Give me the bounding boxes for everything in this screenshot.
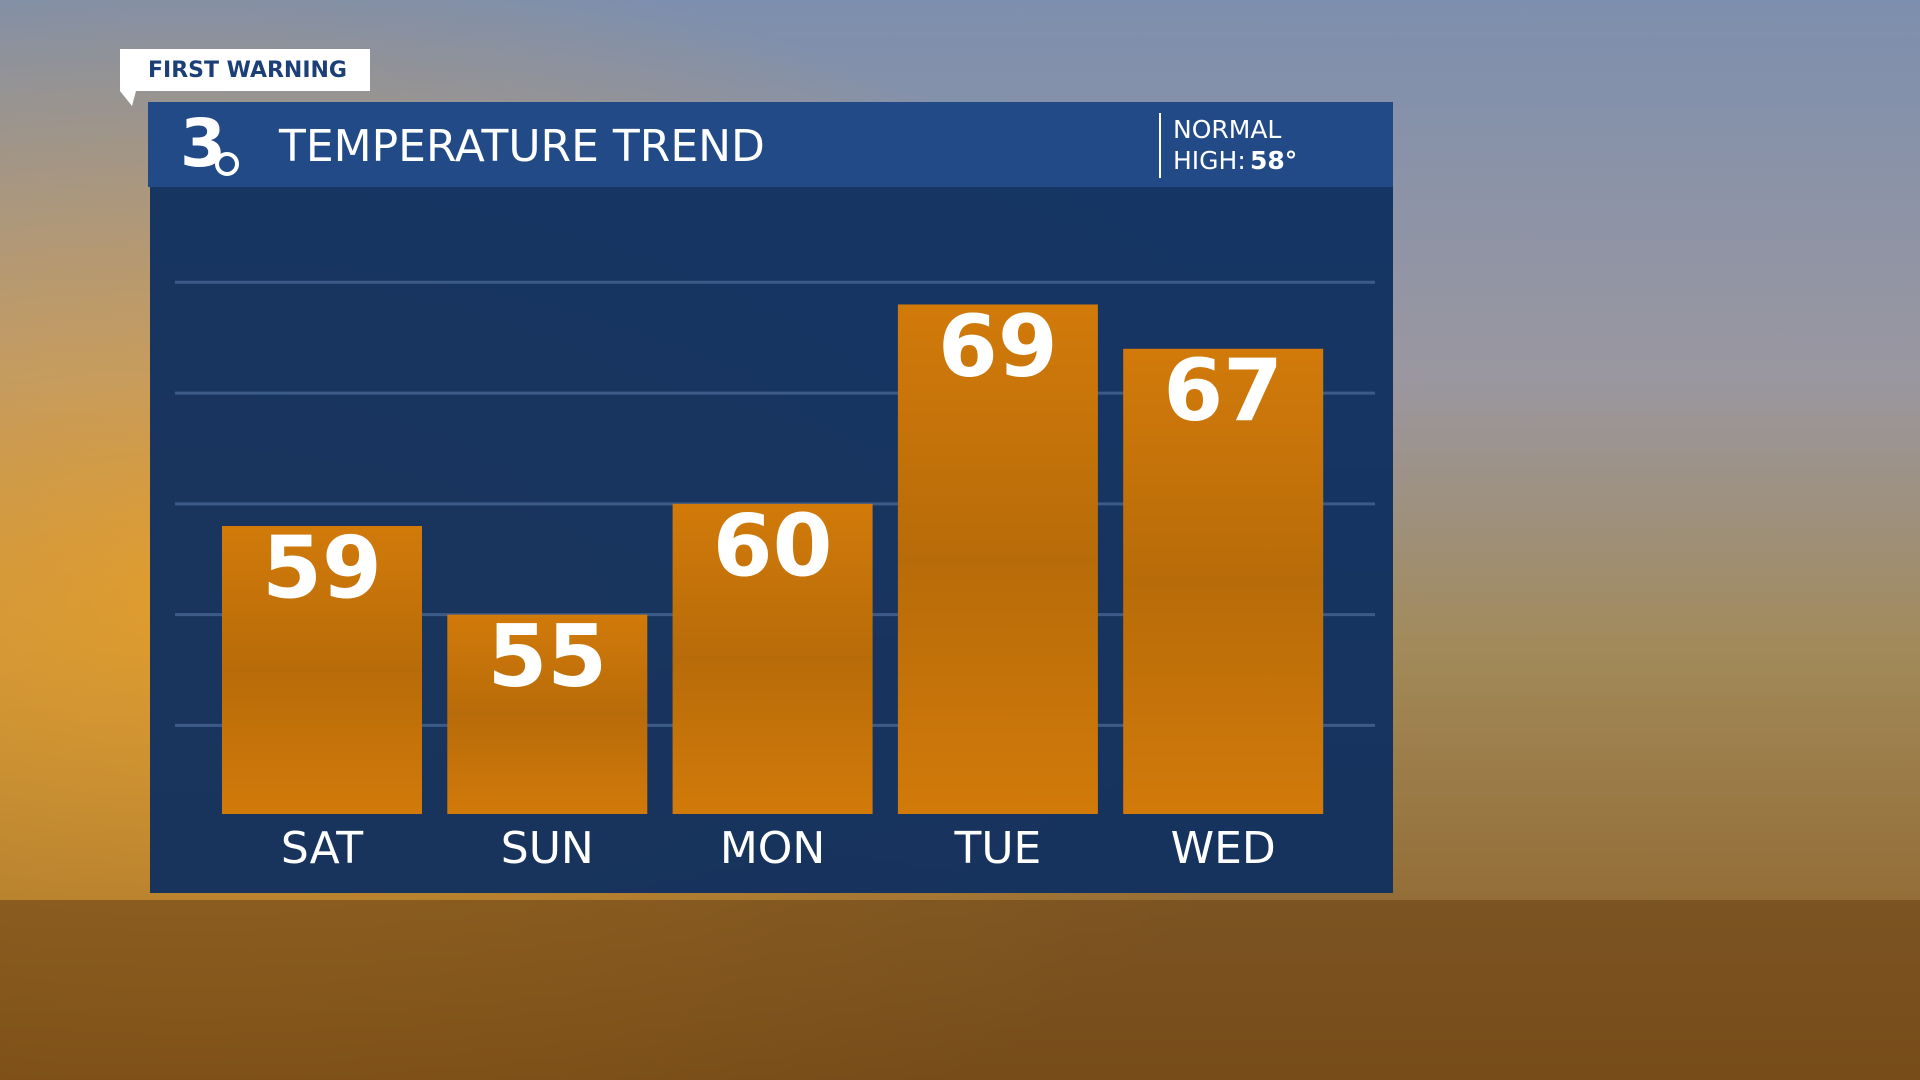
background-buildings (0, 900, 1920, 1080)
bar-shade (222, 526, 422, 814)
badge-box (120, 49, 370, 91)
high-label: HIGH: (1173, 146, 1246, 175)
badge-tail (120, 91, 136, 106)
chart-title: TEMPERATURE TREND (278, 121, 765, 172)
badge-text: FIRST WARNING (148, 58, 347, 83)
x-tick-label: WED (1171, 823, 1276, 874)
x-tick-label: MON (720, 823, 826, 874)
x-tick-label: SUN (501, 823, 594, 874)
value-label: 69 (938, 297, 1058, 397)
x-tick-label: TUE (953, 823, 1041, 874)
bar-shade (897, 304, 1098, 814)
header-bar (148, 102, 1393, 187)
value-label: 67 (1163, 341, 1283, 441)
normal-high-value: 58° (1250, 146, 1297, 175)
value-label: 60 (713, 496, 833, 596)
value-label: 59 (262, 518, 382, 618)
normal-label: NORMAL (1173, 115, 1281, 144)
value-label: 55 (487, 607, 607, 707)
logo-eye (215, 152, 239, 176)
bar-shade (447, 614, 648, 814)
bar-shade (672, 503, 873, 814)
bar-shade (1123, 348, 1324, 814)
x-tick-label: SAT (281, 823, 363, 874)
